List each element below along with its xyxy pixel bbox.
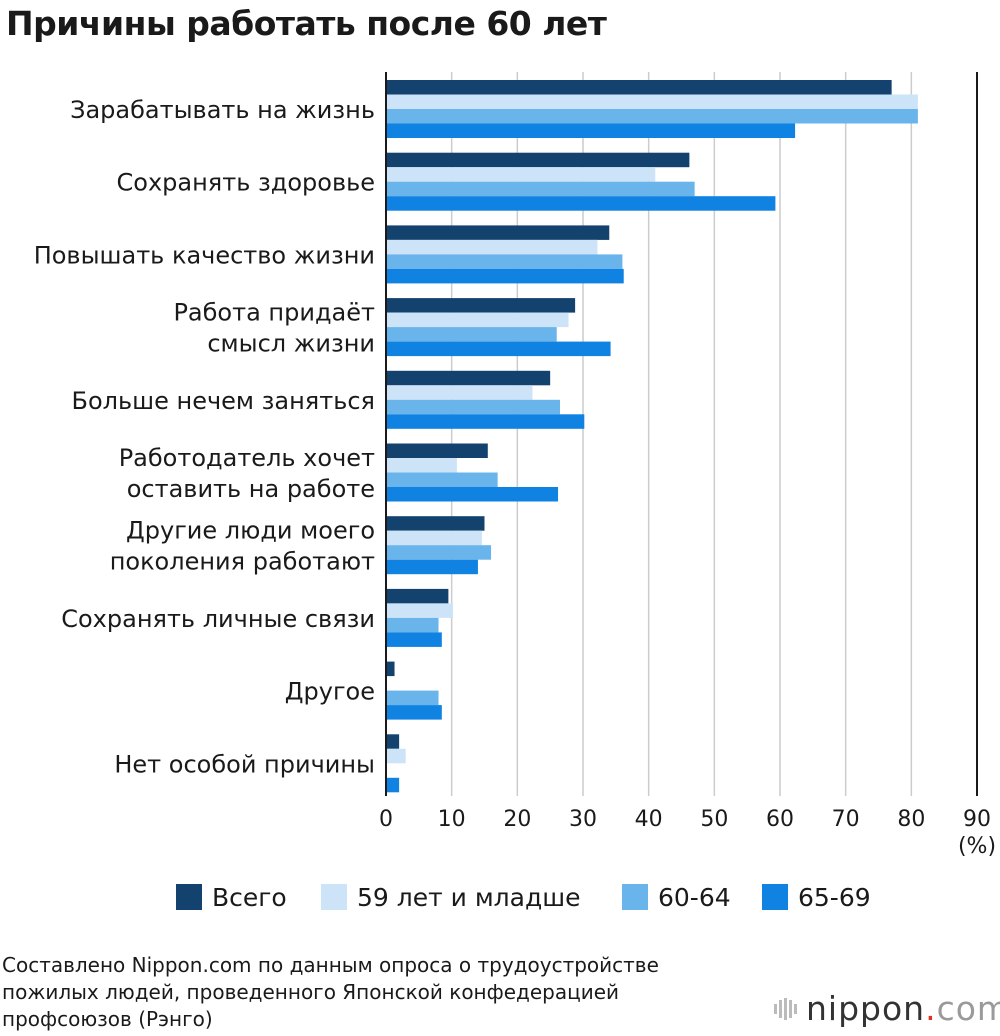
category-label: Зарабатывать на жизнь	[70, 96, 375, 124]
bar	[386, 167, 656, 182]
bar	[386, 472, 498, 487]
bar	[386, 748, 406, 764]
brand-mark-icon	[774, 998, 797, 1020]
bar	[386, 588, 449, 604]
bar	[386, 530, 482, 546]
bar	[386, 239, 598, 255]
x-tick-label: 50	[700, 807, 728, 832]
x-tick-label: 90	[963, 807, 991, 832]
legend-label: Всего	[212, 882, 287, 912]
legend-label: 59 лет и младше	[357, 882, 581, 912]
legend-item: 59 лет и младше	[321, 882, 581, 912]
category-label: Другое	[285, 678, 375, 706]
legend-swatch	[762, 884, 788, 910]
category-label: смысл жизни	[207, 330, 375, 358]
legend-swatch	[176, 884, 202, 910]
category-label: Больше нечем заняться	[72, 387, 375, 415]
category-label: Сохранять личные связи	[61, 605, 375, 633]
x-tick-label: 30	[569, 807, 597, 832]
source-line-2: пожилых людей, проведенного Японской кон…	[2, 980, 620, 1004]
bar	[386, 152, 690, 168]
bar	[386, 298, 576, 313]
bar	[386, 327, 557, 342]
bar	[386, 370, 551, 386]
bar	[386, 603, 453, 618]
bar	[386, 516, 485, 531]
x-tick-label: 10	[438, 807, 466, 832]
bar	[386, 617, 439, 633]
bar	[386, 254, 623, 269]
source-note: Составлено Nippon.com по данным опроса о…	[2, 952, 762, 1033]
category-label: оставить на работе	[127, 475, 375, 503]
bar-chart: Зарабатывать на жизнь Сохранять здоровье П…	[34, 72, 996, 859]
bar	[386, 123, 796, 138]
legend-item: Всего	[176, 882, 287, 912]
bar	[386, 458, 457, 473]
x-tick-label: 20	[503, 807, 531, 832]
brand-dot: .	[925, 988, 937, 1028]
legend-label: 65-69	[798, 882, 871, 912]
bar	[386, 181, 695, 197]
category-label: поколения работают	[110, 548, 375, 576]
category-label: Работодатель хочет	[119, 444, 375, 472]
category-label: Сохранять здоровье	[117, 169, 375, 197]
bar	[386, 341, 611, 357]
x-tick-label: 0	[379, 807, 393, 832]
bar	[386, 399, 561, 415]
bar	[386, 312, 569, 328]
category-labels: Зарабатывать на жизнь Сохранять здоровье П…	[34, 96, 375, 778]
legend-label: 60-64	[658, 882, 731, 912]
category-label: Другие люди моего	[126, 517, 375, 545]
unit-label: (%)	[958, 834, 996, 859]
bar	[386, 734, 400, 749]
legend-swatch	[622, 884, 648, 910]
bar	[386, 777, 400, 793]
category-label: Нет особой причины	[114, 750, 375, 778]
x-tick-label: 40	[635, 807, 663, 832]
bar	[386, 559, 478, 575]
x-tick-label: 70	[832, 807, 860, 832]
bar	[386, 487, 559, 502]
bar	[386, 690, 439, 706]
bar	[386, 196, 776, 211]
bar	[386, 225, 610, 240]
legend-item: 65-69	[762, 882, 871, 912]
source-line-1: Составлено Nippon.com по данным опроса о…	[2, 953, 659, 977]
chart-title: Причины работать после 60 лет	[6, 4, 607, 43]
bar	[386, 661, 395, 677]
brand-name: nippon	[806, 988, 926, 1028]
bar	[386, 80, 892, 95]
legend-item: 60-64	[622, 882, 731, 912]
brand-suffix: com	[936, 988, 1000, 1028]
source-line-3: профсоюзов (Рэнго)	[2, 1007, 213, 1031]
legend-swatch	[321, 884, 347, 910]
category-label: Повышать качество жизни	[34, 241, 375, 269]
bar	[386, 385, 533, 400]
bar	[386, 632, 442, 647]
bar	[386, 545, 492, 560]
bar	[386, 705, 442, 720]
bar	[386, 443, 488, 458]
legend: Всего 59 лет и младше 60-64 65-69	[0, 876, 1000, 916]
bar	[386, 268, 624, 284]
bar	[386, 94, 918, 109]
x-tick-label: 60	[766, 807, 794, 832]
brand-logo: nippon.com	[772, 988, 1000, 1028]
bar	[386, 109, 918, 124]
category-label: Работа придаёт	[173, 299, 375, 327]
bar	[386, 414, 585, 429]
axes	[385, 72, 978, 796]
bars	[386, 80, 918, 793]
x-tick-label: 80	[897, 807, 925, 832]
tick-labels: 0 10 20 30 40 50 60 70 80 90(%)	[379, 807, 996, 859]
